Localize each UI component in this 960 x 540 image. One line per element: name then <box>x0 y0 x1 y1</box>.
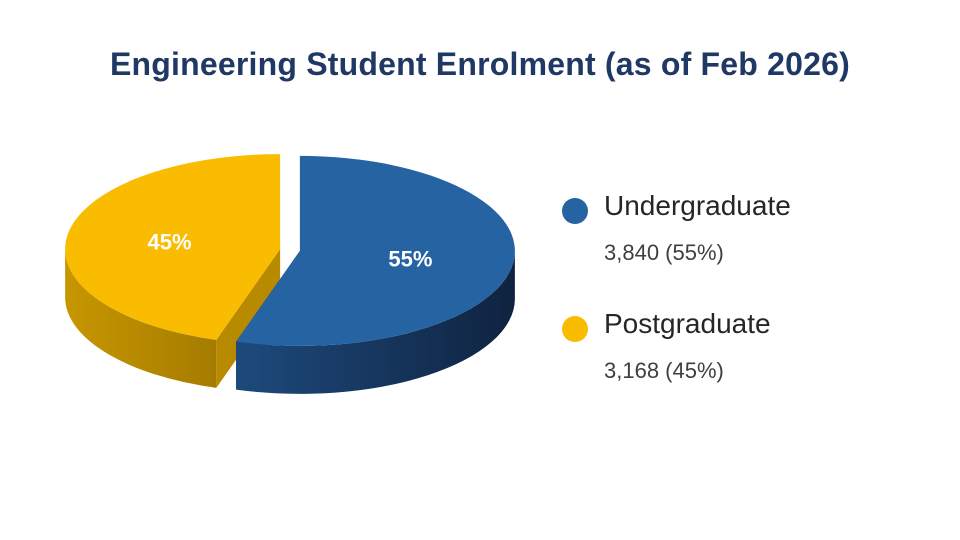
pie-label-undergraduate: 55% <box>388 246 432 271</box>
legend-item-postgraduate: Postgraduate 3,168 (45%) <box>562 308 942 426</box>
pie-cut-face-postgraduate <box>216 249 281 388</box>
legend-dot-undergraduate <box>562 198 588 224</box>
pie-chart-area: 55% 45% <box>60 150 530 450</box>
legend-label-undergraduate: Undergraduate <box>604 190 791 221</box>
legend-item-undergraduate: Undergraduate 3,840 (55%) <box>562 190 942 308</box>
pie-slice-undergraduate <box>236 155 515 346</box>
legend-value-postgraduate: 3,168 (45%) <box>604 358 724 383</box>
pie-slice-postgraduate <box>65 154 281 340</box>
pie-chart: 55% 45% <box>65 154 515 394</box>
pie-label-postgraduate: 45% <box>148 230 192 255</box>
legend: Undergraduate 3,840 (55%) Postgraduate 3… <box>562 190 942 426</box>
pie-side-postgraduate <box>65 249 217 388</box>
legend-value-undergraduate: 3,840 (55%) <box>604 240 724 265</box>
legend-dot-postgraduate <box>562 316 588 342</box>
legend-label-postgraduate: Postgraduate <box>604 308 771 339</box>
chart-title: Engineering Student Enrolment (as of Feb… <box>110 46 850 82</box>
pie-side-undergraduate <box>236 250 515 394</box>
